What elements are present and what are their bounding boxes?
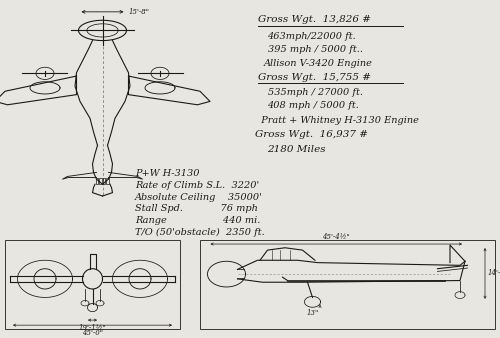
- Text: 2180 Miles: 2180 Miles: [268, 145, 326, 154]
- Text: 19'-1½": 19'-1½": [78, 324, 106, 332]
- Text: P+W H-3130: P+W H-3130: [135, 169, 200, 178]
- Text: 535mph / 27000 ft.: 535mph / 27000 ft.: [268, 88, 362, 97]
- Text: Range                  440 mi.: Range 440 mi.: [135, 216, 260, 225]
- Text: Allison V-3420 Engine: Allison V-3420 Engine: [264, 59, 372, 68]
- Text: 395 mph / 5000 ft..: 395 mph / 5000 ft..: [268, 45, 362, 54]
- Bar: [106, 178, 108, 184]
- Bar: [100, 178, 102, 184]
- Bar: [96, 178, 98, 184]
- Bar: [200, 240, 495, 329]
- Text: 463mph/22000 ft.: 463mph/22000 ft.: [268, 32, 356, 41]
- Text: Rate of Climb S.L.  3220': Rate of Climb S.L. 3220': [135, 181, 259, 190]
- Bar: [102, 178, 105, 184]
- Text: Gross Wgt.  16,937 #: Gross Wgt. 16,937 #: [255, 130, 368, 139]
- Text: Gross Wgt.  15,755 #: Gross Wgt. 15,755 #: [258, 73, 370, 82]
- Bar: [5, 240, 180, 329]
- Text: T/O (50'obstacle)  2350 ft.: T/O (50'obstacle) 2350 ft.: [135, 228, 265, 237]
- Text: Absolute Ceiling    35000': Absolute Ceiling 35000': [135, 193, 263, 202]
- Text: Pratt + Whitney H-3130 Engine: Pratt + Whitney H-3130 Engine: [255, 116, 419, 125]
- Text: 13": 13": [306, 309, 318, 317]
- Text: Stall Spd.            76 mph: Stall Spd. 76 mph: [135, 204, 258, 214]
- Text: 45'-0": 45'-0": [82, 329, 103, 337]
- Text: Gross Wgt.  13,826 #: Gross Wgt. 13,826 #: [258, 15, 370, 24]
- Text: 14'-2¼": 14'-2¼": [488, 269, 500, 277]
- Text: 45'-4½": 45'-4½": [322, 233, 350, 241]
- Text: 408 mph / 5000 ft.: 408 mph / 5000 ft.: [268, 101, 360, 111]
- Text: 15'-8": 15'-8": [129, 8, 150, 16]
